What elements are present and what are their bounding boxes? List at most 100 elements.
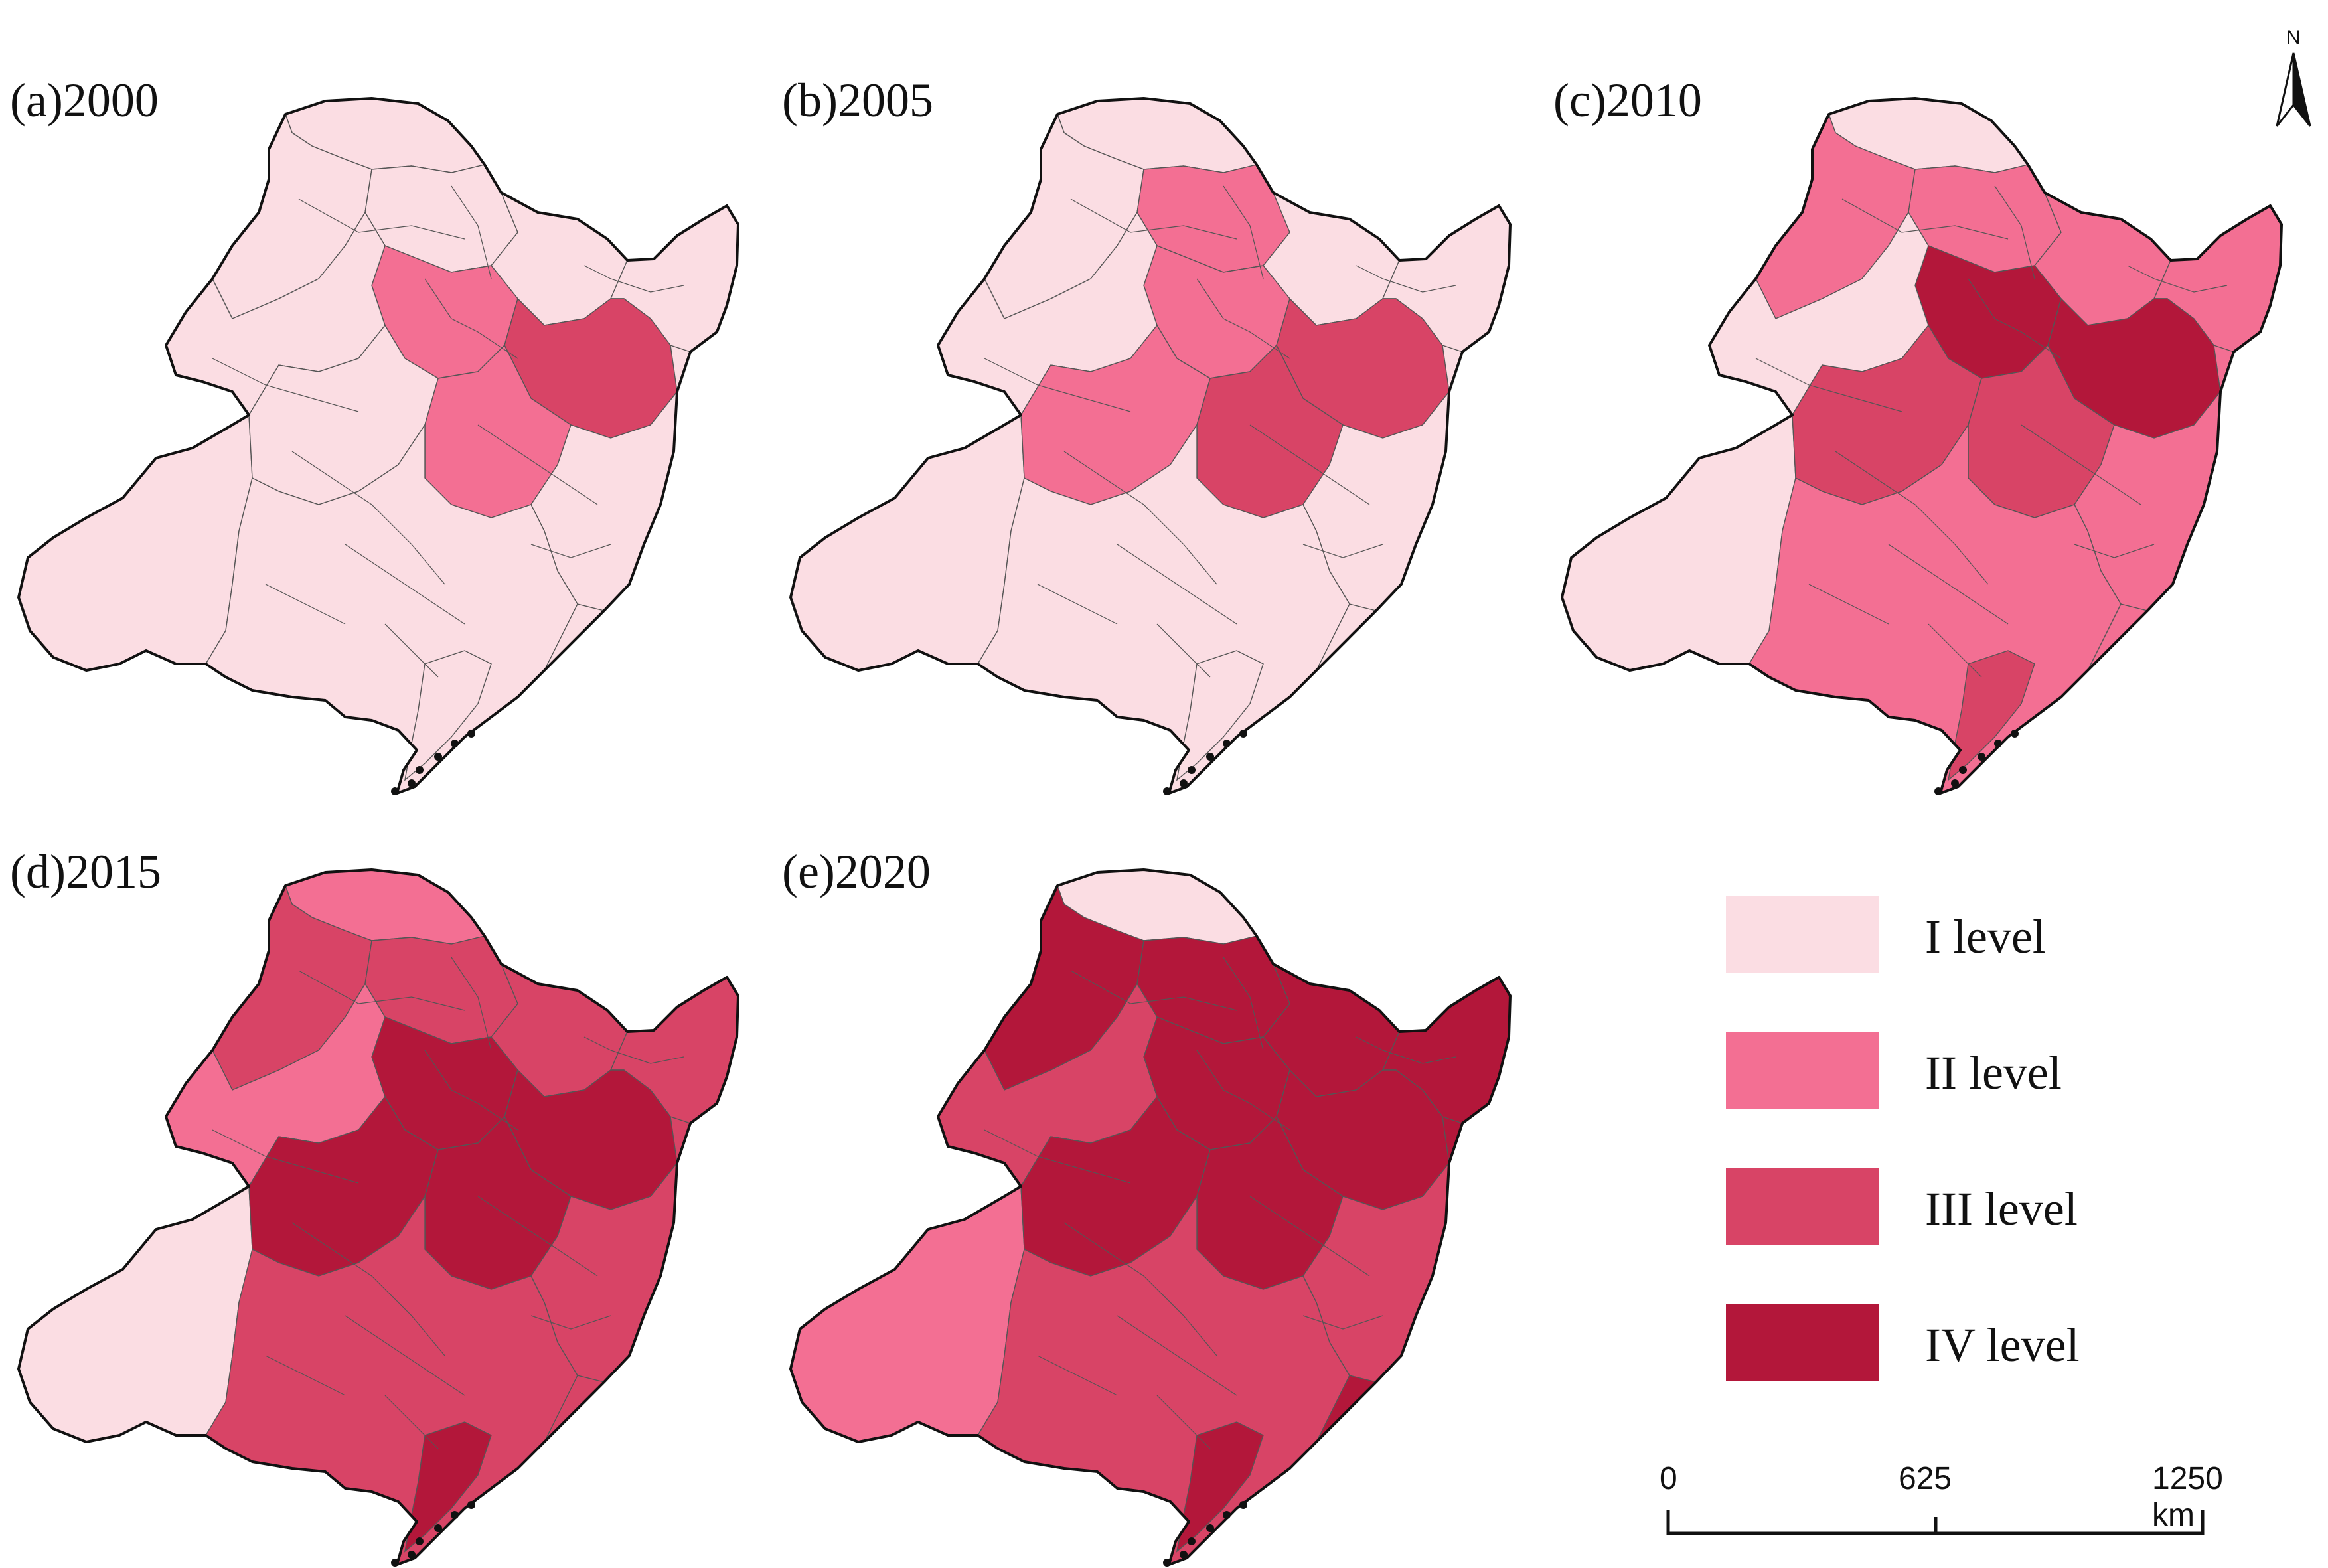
county-border-1 [984, 358, 1131, 412]
region-southwest [791, 414, 1025, 671]
island-2 [1223, 740, 1231, 747]
county-border-7 [2074, 544, 2155, 558]
island-3 [1239, 730, 1247, 738]
county-border-9 [1223, 185, 1264, 279]
island-5 [1934, 787, 1942, 795]
county-border-2 [1968, 278, 2062, 359]
county-border-10 [1356, 265, 1456, 293]
region-outline [789, 868, 1512, 1566]
scale-tick-1250: 1250 km [2152, 1461, 2223, 1533]
island-3 [467, 730, 475, 738]
county-border-8 [265, 584, 346, 625]
county-border-5 [1888, 544, 2009, 625]
county-border-1 [212, 1129, 359, 1184]
county-border-1 [984, 1129, 1131, 1184]
island-0 [1188, 1537, 1196, 1545]
island-2 [1223, 1511, 1231, 1519]
county-border-0 [298, 970, 465, 1011]
map-panel-2015 [17, 868, 739, 1567]
island-1 [434, 1524, 442, 1532]
county-border-3 [1063, 1222, 1217, 1356]
legend-label-level-2: II level [1925, 1046, 2062, 1099]
island-4 [408, 779, 416, 787]
island-1 [434, 753, 442, 761]
region-peninsula [1176, 1421, 1264, 1553]
map-panel-2020 [789, 868, 1512, 1567]
county-border-6 [1156, 1395, 1211, 1449]
island-5 [391, 1559, 399, 1567]
region-southwest [19, 1185, 253, 1443]
panel-label-2010: (c)2010 [1553, 74, 1702, 127]
county-border-10 [2127, 265, 2228, 293]
county-border-0 [1070, 198, 1237, 240]
county-border-8 [1037, 584, 1118, 625]
county-border-9 [451, 957, 492, 1051]
legend-item-level-2: II level [1726, 1032, 2098, 1112]
county-border-8 [265, 1355, 346, 1396]
county-border-10 [1356, 1036, 1456, 1064]
county-border-6 [1928, 623, 1982, 678]
legend-swatch-level-1 [1726, 896, 1879, 973]
island-2 [451, 740, 459, 747]
county-border-2 [424, 278, 518, 359]
county-border-3 [1063, 451, 1217, 585]
island-4 [1180, 1551, 1188, 1559]
county-border-4 [477, 1196, 598, 1277]
region-fills [19, 98, 738, 793]
island-0 [1188, 766, 1196, 774]
county-border-6 [384, 623, 439, 678]
county-border-10 [583, 1036, 684, 1064]
county-border-0 [298, 198, 465, 240]
region-peninsula [1947, 650, 2035, 781]
county-border-9 [1994, 185, 2035, 279]
county-border-4 [1249, 424, 1370, 505]
county-border-5 [1117, 1315, 1237, 1396]
county-border-4 [1249, 1196, 1370, 1277]
panel-label-2005: (b)2005 [782, 74, 933, 127]
island-1 [1206, 753, 1214, 761]
region-fills [19, 870, 738, 1565]
scale-bar-line [1666, 1510, 2205, 1535]
legend-label-level-4: IV level [1925, 1318, 2080, 1372]
county-border-8 [1037, 1355, 1118, 1396]
county-border-6 [1156, 623, 1211, 678]
county-border-0 [1070, 970, 1237, 1011]
county-border-4 [2021, 424, 2141, 505]
region-peninsula [404, 1421, 492, 1553]
region-peninsula [1176, 650, 1264, 781]
map-panel-2010 [1561, 97, 2283, 795]
region-southwest [791, 1185, 1025, 1443]
county-border-0 [1841, 198, 2009, 240]
island-2 [1994, 740, 2002, 747]
county-border-5 [1117, 544, 1237, 625]
island-0 [416, 1537, 424, 1545]
county-border-7 [1302, 544, 1383, 558]
legend-item-level-3: III level [1726, 1168, 2098, 1248]
county-border-5 [345, 544, 465, 625]
island-1 [1206, 1524, 1214, 1532]
county-border-3 [291, 451, 445, 585]
legend-label-level-3: III level [1925, 1182, 2078, 1235]
region-outline [1561, 97, 2283, 795]
island-2 [451, 1511, 459, 1519]
region-outline [789, 97, 1512, 795]
county-border-2 [424, 1050, 518, 1131]
region-fills [791, 870, 1510, 1565]
county-border-7 [1302, 1315, 1383, 1330]
island-0 [416, 766, 424, 774]
island-5 [391, 787, 399, 795]
county-border-1 [212, 358, 359, 412]
county-border-7 [530, 544, 611, 558]
county-border-2 [1196, 1050, 1290, 1131]
panel-label-2000: (a)2000 [10, 74, 159, 127]
county-border-9 [451, 185, 492, 279]
legend-swatch-level-2 [1726, 1032, 1879, 1109]
island-4 [1951, 779, 1959, 787]
island-3 [467, 1501, 475, 1509]
region-southwest [1562, 414, 1796, 671]
island-0 [1959, 766, 1967, 774]
north-arrow-icon: N [2264, 27, 2323, 133]
legend-item-level-4: IV level [1726, 1304, 2098, 1384]
panel-label-2020: (e)2020 [782, 845, 931, 898]
